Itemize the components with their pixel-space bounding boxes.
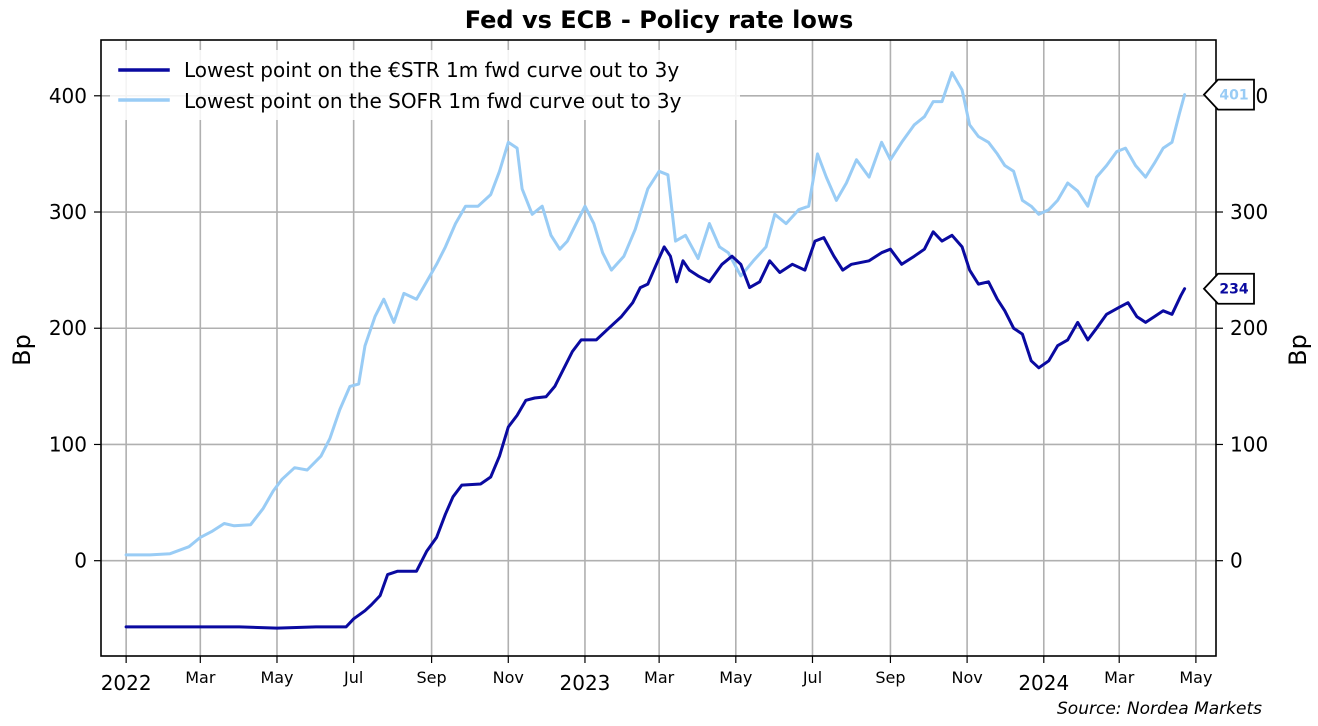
y-tick-label-left: 300 <box>49 200 87 224</box>
x-tick-label: 2023 <box>560 671 611 695</box>
series-line-sofr <box>124 71 1187 557</box>
y-tick-label-right: 100 <box>1230 432 1268 456</box>
x-tick-label: Sep <box>417 668 447 687</box>
x-tick-label: Jul <box>802 668 822 687</box>
y-tick-label-left: 100 <box>49 432 87 456</box>
legend: Lowest point on the €STR 1m fwd curve ou… <box>110 50 740 120</box>
last-value-label-sofr: 401 <box>1219 88 1248 104</box>
series-layer <box>124 71 1187 630</box>
x-tick-label: Mar <box>1104 668 1135 687</box>
x-tick-label: Jul <box>343 668 363 687</box>
x-tick-label: Nov <box>493 668 524 687</box>
last-value-badges: 234 401 <box>1202 78 1255 305</box>
legend-label-sofr: Lowest point on the SOFR 1m fwd curve ou… <box>184 89 682 113</box>
y-tick-label-left: 400 <box>49 84 87 108</box>
y-tick-label-left: 200 <box>49 316 87 340</box>
plot-frame <box>100 39 1217 657</box>
y-tick-label-left: 0 <box>74 549 87 573</box>
y-axis-label-left: Bp <box>8 334 36 366</box>
x-tick-label: Mar <box>185 668 216 687</box>
x-tick-label: Nov <box>951 668 982 687</box>
y-axis-label-right: Bp <box>1284 334 1312 366</box>
last-value-badge-sofr <box>1202 78 1255 111</box>
x-tick-label: May <box>1179 668 1212 687</box>
last-value-badge-estr <box>1202 272 1255 305</box>
legend-background <box>110 50 740 120</box>
x-tick-label: Sep <box>875 668 905 687</box>
x-tick-label: May <box>260 668 293 687</box>
y-tick-label-right: 300 <box>1230 200 1268 224</box>
x-tick-label: 2024 <box>1018 671 1069 695</box>
grid <box>101 40 1216 656</box>
series-line-estr <box>124 230 1187 630</box>
source-note: Source: Nordea Markets <box>1057 699 1262 719</box>
chart-title: Fed vs ECB - Policy rate lows <box>465 6 854 34</box>
last-value-label-estr: 234 <box>1219 282 1248 298</box>
axes: 001001002002003003004004002022MarMayJulS… <box>49 84 1268 695</box>
y-tick-label-right: 200 <box>1230 316 1268 340</box>
legend-label-estr: Lowest point on the €STR 1m fwd curve ou… <box>184 58 679 82</box>
x-tick-label: 2022 <box>101 671 152 695</box>
x-tick-label: May <box>719 668 752 687</box>
y-tick-label-right: 0 <box>1230 549 1243 573</box>
x-tick-label: Mar <box>644 668 675 687</box>
